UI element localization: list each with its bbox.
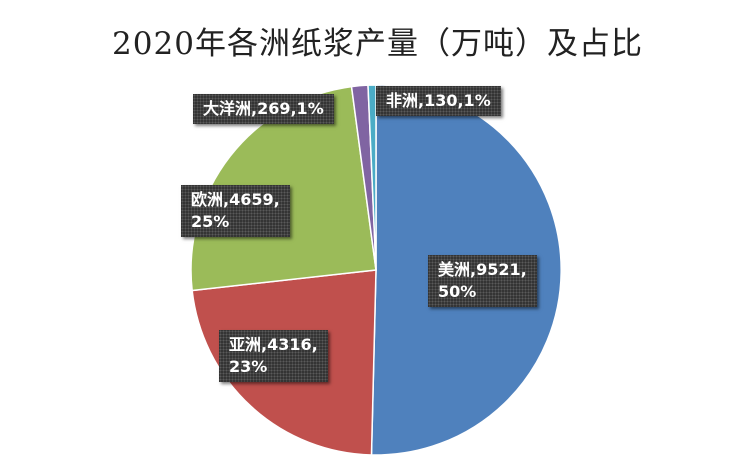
data-label-oceania: 大洋洲,269,1% bbox=[193, 94, 334, 124]
chart-title: 2020年各洲纸浆产量（万吨）及占比 bbox=[112, 26, 643, 62]
data-label-europe: 欧洲,4659, 25% bbox=[181, 185, 290, 237]
pie-slice-africa bbox=[367, 84, 377, 271]
data-label-americas: 美洲,9521, 50% bbox=[428, 255, 537, 307]
data-label-line: 非洲,130,1% bbox=[386, 91, 491, 110]
data-label-line: 大洋洲,269,1% bbox=[203, 99, 324, 118]
data-label-line: 美洲,9521, bbox=[438, 260, 527, 279]
data-label-line: 25% bbox=[191, 212, 230, 231]
data-label-line: 50% bbox=[438, 282, 477, 301]
data-label-asia: 亚洲,4316, 23% bbox=[219, 330, 328, 382]
data-label-line: 23% bbox=[229, 357, 268, 376]
data-label-africa: 非洲,130,1% bbox=[376, 86, 501, 116]
data-label-line: 欧洲,4659, bbox=[191, 190, 280, 209]
data-label-line: 亚洲,4316, bbox=[229, 335, 318, 354]
